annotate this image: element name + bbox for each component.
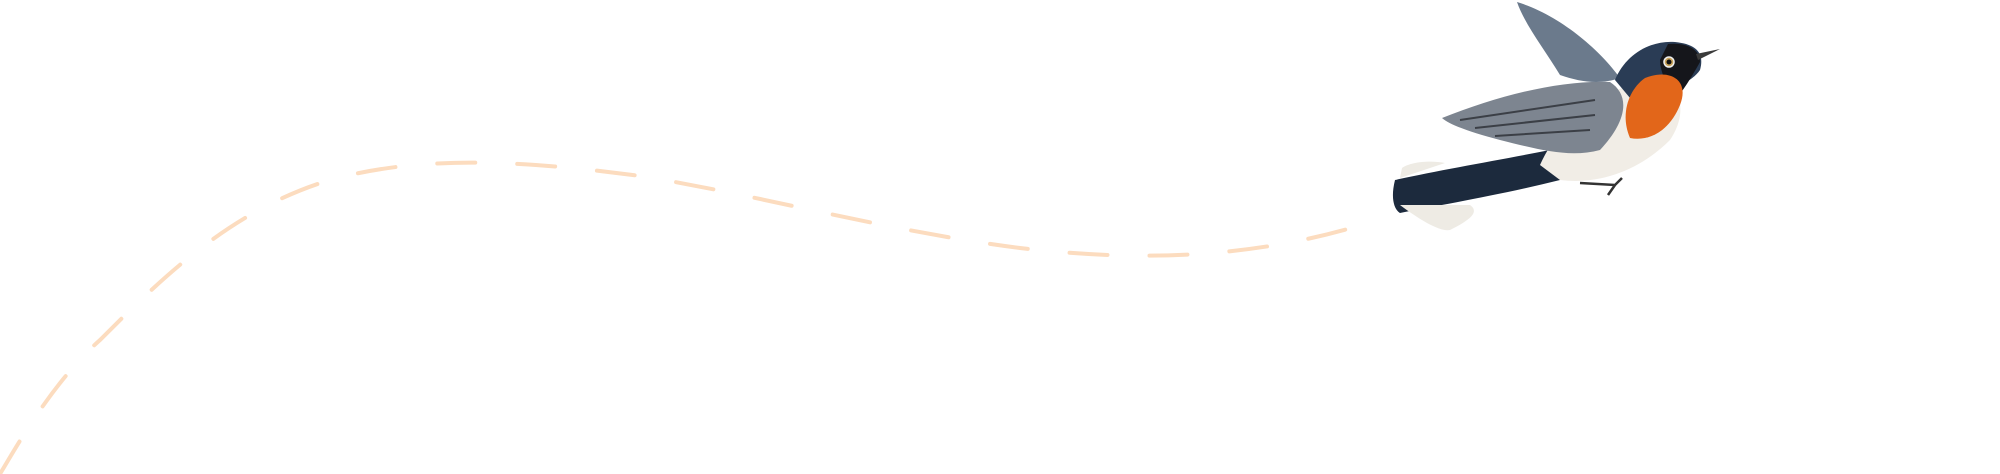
bird-beak <box>1696 49 1720 60</box>
bird-icon <box>1392 2 1720 231</box>
bird-tail-tip <box>1400 205 1474 231</box>
bird-wing-lower <box>1442 81 1624 154</box>
bird-throat <box>1625 74 1683 139</box>
bird-tail <box>1392 150 1560 213</box>
dashed-flight-path <box>0 160 1360 474</box>
bird-feet <box>1579 177 1623 196</box>
bird-wing-upper <box>1517 2 1620 82</box>
